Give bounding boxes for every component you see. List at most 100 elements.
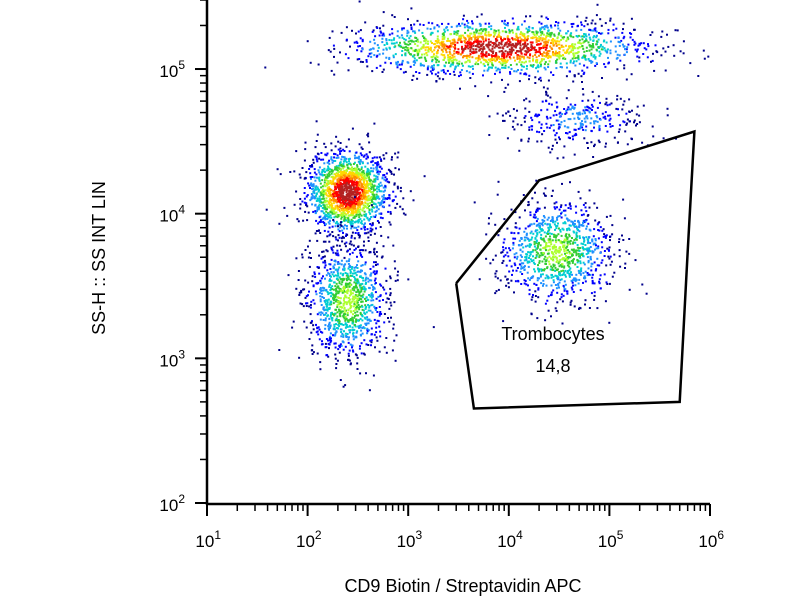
event-dot	[474, 57, 477, 60]
event-dot	[343, 288, 346, 291]
event-dot	[341, 214, 344, 217]
event-dot	[347, 217, 350, 220]
event-dot	[479, 58, 481, 61]
event-dot	[584, 206, 587, 209]
event-dot	[507, 255, 510, 258]
event-dot	[399, 68, 402, 71]
event-dot	[367, 322, 370, 325]
event-dot	[401, 54, 403, 57]
event-dot	[322, 275, 324, 278]
event-dot	[346, 173, 349, 176]
event-dot	[353, 226, 356, 229]
event-dot	[350, 218, 353, 221]
event-dot	[362, 277, 365, 279]
event-dot	[530, 230, 533, 233]
event-dot	[358, 206, 361, 209]
event-dot	[403, 41, 406, 44]
event-dot	[575, 233, 578, 236]
event-dot	[340, 194, 343, 197]
event-dot	[367, 204, 369, 207]
event-dot	[541, 53, 544, 55]
event-dot	[502, 51, 505, 54]
event-dot	[583, 71, 586, 74]
event-dot	[375, 227, 377, 230]
event-dot	[363, 290, 366, 293]
event-dot	[513, 232, 516, 235]
event-dot	[628, 238, 631, 240]
event-dot	[351, 225, 354, 228]
event-dot	[377, 320, 380, 323]
event-dot	[353, 324, 356, 326]
event-dot	[385, 178, 388, 181]
event-dot	[442, 40, 445, 43]
event-dot	[447, 61, 450, 64]
event-dot	[361, 202, 364, 205]
event-dot	[363, 272, 366, 275]
event-dot	[329, 268, 332, 270]
event-dot	[320, 304, 323, 306]
event-dot	[563, 56, 566, 59]
event-dot	[453, 30, 456, 33]
event-dot	[449, 73, 452, 75]
event-dot	[415, 59, 418, 62]
event-dot	[494, 42, 497, 45]
event-dot	[379, 30, 382, 33]
event-dot	[376, 190, 379, 193]
event-dot	[278, 222, 281, 225]
event-dot	[380, 167, 383, 170]
event-dot	[309, 172, 312, 175]
event-dot	[316, 239, 319, 242]
event-dot	[362, 176, 365, 179]
event-dot	[407, 49, 410, 52]
event-dot	[593, 202, 596, 205]
event-dot	[342, 335, 345, 338]
event-dot	[336, 296, 339, 299]
event-dot	[503, 59, 505, 62]
event-dot	[492, 258, 495, 261]
event-dot	[552, 289, 555, 292]
event-dot	[554, 266, 557, 269]
event-dot	[528, 49, 531, 52]
event-dot	[541, 269, 544, 271]
event-dot	[525, 60, 527, 63]
event-dot	[427, 42, 429, 45]
event-dot	[608, 246, 611, 249]
event-dot	[337, 254, 340, 257]
event-dot	[493, 46, 496, 49]
event-dot	[482, 48, 484, 51]
event-dot	[311, 280, 314, 283]
event-dot	[339, 223, 342, 226]
event-dot	[595, 62, 598, 65]
event-dot	[320, 158, 323, 161]
event-dot	[463, 36, 465, 39]
event-dot	[437, 49, 439, 52]
event-dot	[327, 165, 330, 168]
event-dot	[583, 64, 586, 67]
event-dot	[340, 237, 343, 240]
event-dot	[334, 176, 337, 179]
event-dot	[640, 42, 643, 45]
event-dot	[460, 41, 463, 44]
event-dot	[318, 195, 321, 198]
event-dot	[549, 224, 552, 227]
event-dot	[373, 248, 376, 251]
event-dot	[342, 272, 345, 275]
event-dot	[492, 35, 495, 38]
event-dot	[400, 34, 403, 37]
event-dot	[365, 171, 368, 174]
event-dot	[342, 285, 345, 288]
event-dot	[375, 209, 378, 212]
event-dot	[524, 41, 527, 44]
event-dot	[382, 68, 385, 71]
event-dot	[310, 257, 312, 259]
event-dot	[316, 197, 319, 200]
event-dot	[368, 48, 371, 51]
event-dot	[581, 69, 584, 72]
event-dot	[323, 313, 325, 316]
event-dot	[356, 301, 359, 304]
event-dot	[355, 211, 357, 214]
event-dot	[374, 188, 377, 191]
event-dot	[348, 172, 351, 175]
event-dot	[523, 73, 526, 76]
event-dot	[311, 203, 314, 206]
